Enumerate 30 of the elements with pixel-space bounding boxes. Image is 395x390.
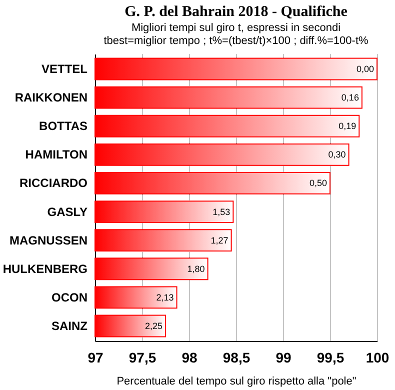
x-tick-label: 99 [276,350,292,366]
annotation: 0,16 [341,92,359,103]
chart-subtitle: Migliori tempi sul giro t, espressi in secondi tbest=miglior tempo ; t%=(tbest/t)×100 ; diff.%=100-t% [104,22,368,47]
x-tick-label: 97,5 [128,350,156,366]
annotation: 0,00 [356,64,374,74]
x-axis-title: Percentuale del tempo sul giro rispetto alla "pole" [116,376,356,388]
annotation: 1,80 [187,264,205,274]
y-tick-label: SAINZ [52,319,88,334]
y-tick-label: HULKENBERG [2,262,88,276]
annotation: 2,13 [156,292,174,302]
annotation: 0,50 [309,178,327,188]
y-tick-label: OCON [52,290,88,304]
y-tick-label: VETTEL [41,62,88,76]
y-tick-label: MAGNUSSEN [9,233,88,248]
x-tick-label: 98,5 [222,350,250,366]
x-tick-label: 97 [88,350,104,366]
annotation: 1,53 [212,206,230,217]
y-tick-label: BOTTAS [39,119,88,134]
annotation: 1,27 [210,235,228,246]
annotation: 2,25 [144,321,162,332]
y-tick-label: RAIKKONEN [14,90,88,105]
x-tick-label: 98 [182,350,198,366]
annotation: 0,30 [328,150,346,160]
y-tick-label: HAMILTON [25,148,88,162]
x-tick-label: 99,5 [316,350,344,366]
y-tick-label: RICCIARDO [20,176,88,190]
x-tick-label: 100 [366,350,390,366]
annotation: 0,19 [338,121,356,132]
y-tick-label: GASLY [47,204,88,219]
chart-title: G. P. del Bahrain 2018 - Qualifiche [124,4,348,20]
